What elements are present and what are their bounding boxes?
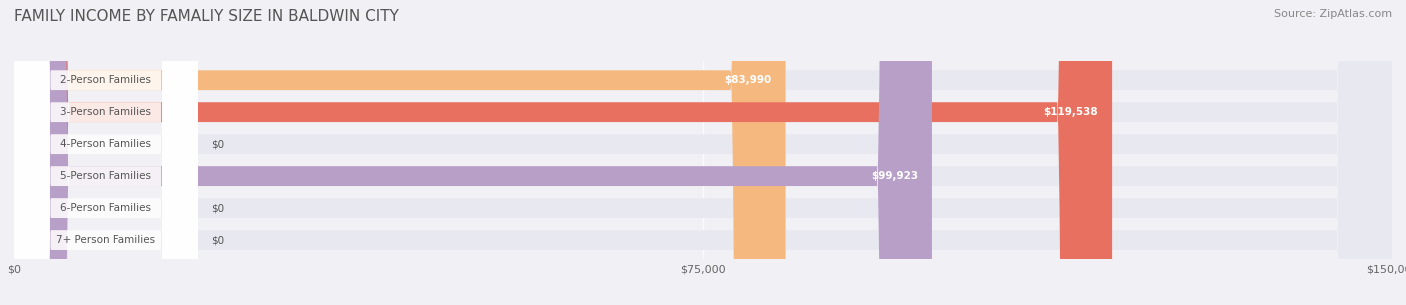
- Text: 5-Person Families: 5-Person Families: [60, 171, 152, 181]
- Text: 7+ Person Families: 7+ Person Families: [56, 235, 156, 245]
- FancyBboxPatch shape: [14, 0, 198, 305]
- Text: $83,990: $83,990: [724, 75, 772, 85]
- FancyBboxPatch shape: [14, 0, 1112, 305]
- FancyBboxPatch shape: [14, 0, 786, 305]
- FancyBboxPatch shape: [14, 0, 198, 305]
- Text: 4-Person Families: 4-Person Families: [60, 139, 152, 149]
- FancyBboxPatch shape: [14, 0, 1392, 305]
- FancyBboxPatch shape: [14, 0, 1392, 305]
- Text: $119,538: $119,538: [1043, 107, 1098, 117]
- FancyBboxPatch shape: [14, 0, 198, 305]
- FancyBboxPatch shape: [14, 0, 198, 305]
- Text: $0: $0: [211, 235, 225, 245]
- Text: FAMILY INCOME BY FAMALIY SIZE IN BALDWIN CITY: FAMILY INCOME BY FAMALIY SIZE IN BALDWIN…: [14, 9, 399, 24]
- Text: $0: $0: [211, 203, 225, 213]
- FancyBboxPatch shape: [14, 0, 1392, 305]
- Text: 3-Person Families: 3-Person Families: [60, 107, 152, 117]
- FancyBboxPatch shape: [14, 0, 1392, 305]
- FancyBboxPatch shape: [14, 0, 1392, 305]
- FancyBboxPatch shape: [14, 0, 932, 305]
- Text: 2-Person Families: 2-Person Families: [60, 75, 152, 85]
- Text: 6-Person Families: 6-Person Families: [60, 203, 152, 213]
- Text: Source: ZipAtlas.com: Source: ZipAtlas.com: [1274, 9, 1392, 19]
- FancyBboxPatch shape: [14, 0, 1392, 305]
- Text: $99,923: $99,923: [872, 171, 918, 181]
- FancyBboxPatch shape: [14, 0, 198, 305]
- FancyBboxPatch shape: [14, 0, 198, 305]
- Text: $0: $0: [211, 139, 225, 149]
